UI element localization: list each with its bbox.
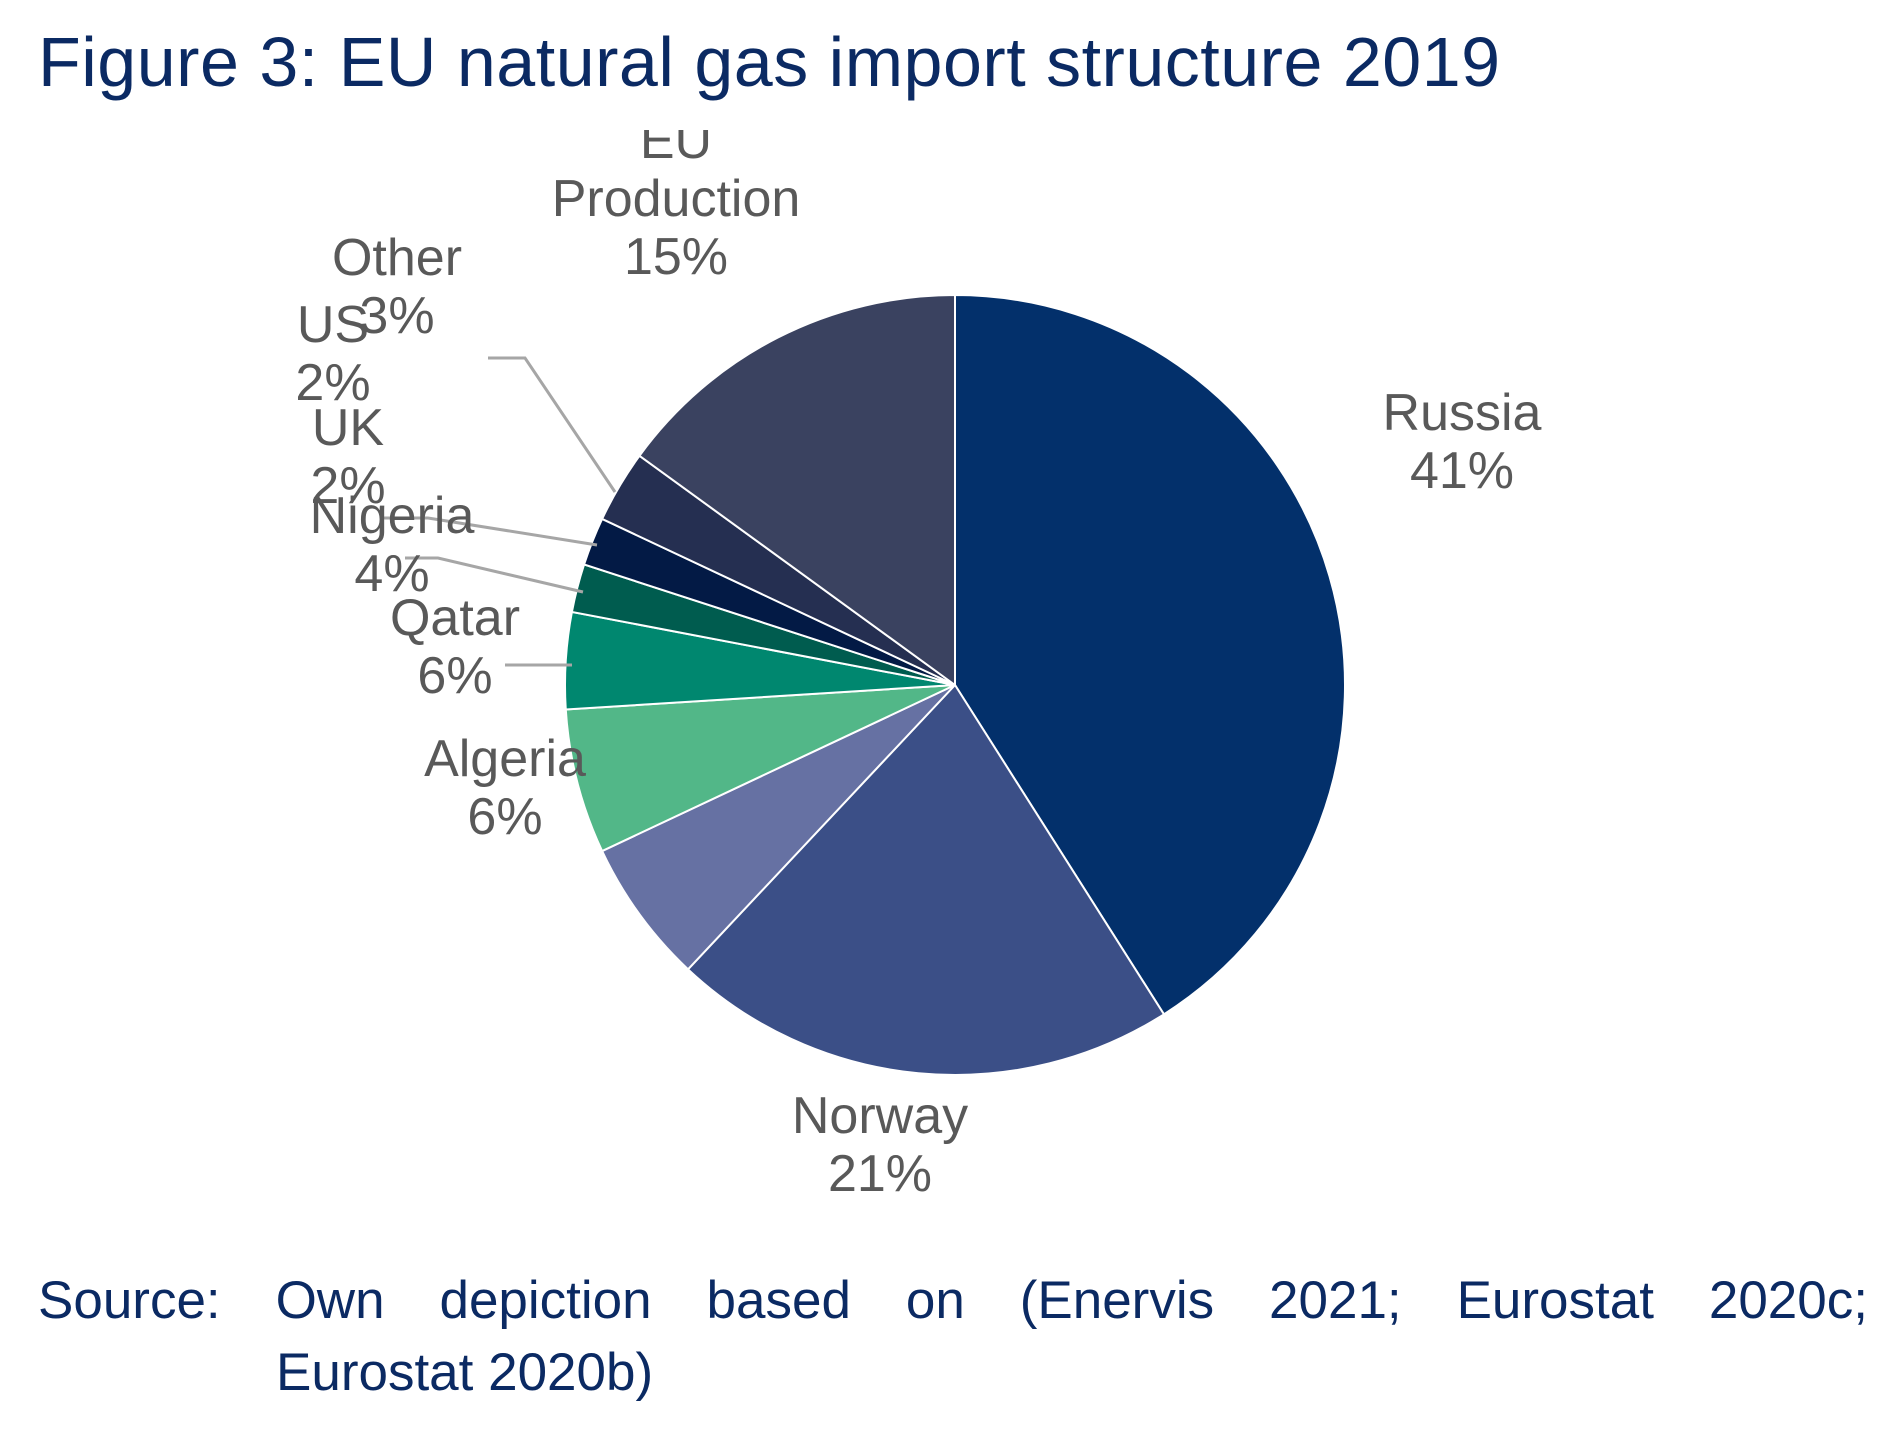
slice-name-label: Other (332, 229, 462, 287)
pie-slice-algeria (600, 684, 956, 971)
slice-label-nigeria: Nigeria 4% (310, 487, 475, 603)
slice-name-label: Russia (1383, 384, 1542, 442)
chart-title: Figure 3: EU natural gas import structur… (38, 23, 1501, 101)
slice-value-label: 6% (417, 647, 492, 705)
slice-value-label: 21% (828, 1145, 932, 1203)
slice-value-label: 15% (624, 228, 728, 286)
slice-name-label: Production (552, 170, 801, 228)
slice-label-uk: UK 2% (310, 399, 385, 515)
slice-value-label: 4% (354, 545, 429, 603)
leader-line-us (380, 516, 598, 547)
source-line-2: Eurostat 2020b) (276, 1343, 654, 1402)
slice-name-label: UK (312, 399, 385, 457)
pie-slice-eu-production (638, 293, 956, 687)
source-note: Source: Own depiction based on (Enervis … (38, 1265, 1868, 1409)
slice-name-label: US (297, 296, 369, 354)
slice-label-algeria: Algeria 6% (424, 730, 586, 846)
slice-label-norway: Norway 21% (792, 1087, 968, 1203)
slice-value-label: 2% (310, 457, 385, 515)
slice-name-label: Algeria (424, 730, 586, 788)
slice-label-us: US 2% (295, 296, 370, 412)
pie-slices (564, 293, 1346, 1076)
slice-name-label: Norway (792, 1087, 968, 1145)
slice-label-qatar: Qatar 6% (390, 589, 520, 705)
slice-value-label: 2% (295, 354, 370, 412)
pie-chart-canvas: Russia 41%Norway 21%Algeria 6%Qatar 6%Nigeri… (295, 130, 1541, 1203)
leader-line-other (488, 356, 617, 493)
slice-value-label: 6% (467, 788, 542, 846)
slice-label-other: Other 3% (332, 229, 462, 345)
slice-name-label: Qatar (390, 589, 520, 647)
leader-line-uk (405, 556, 584, 594)
source-line-1: Source: Own depiction based on (Enervis … (38, 1271, 1868, 1330)
pie-chart: Russia 41% Norway 21% Algeria 6% Qatar 6% Nigeri… (0, 130, 1900, 1230)
pie-slice-qatar (564, 684, 956, 853)
slice-name-label: Nigeria (310, 487, 475, 545)
pie-slice-russia (954, 293, 1346, 1016)
pie-slice-norway (686, 683, 1166, 1076)
slice-value-label: 41% (1410, 442, 1514, 500)
slice-label-russia: Russia 41% (1383, 384, 1542, 500)
slice-name-label: EU (640, 130, 712, 170)
slice-labels: Russia 41%Norway 21%Algeria 6%Qatar 6%Nigeri… (295, 130, 1541, 1203)
slice-label-eu-production: EU Production 15% (552, 130, 801, 286)
slice-value-label: 3% (359, 287, 434, 345)
leader-lines (380, 356, 617, 667)
